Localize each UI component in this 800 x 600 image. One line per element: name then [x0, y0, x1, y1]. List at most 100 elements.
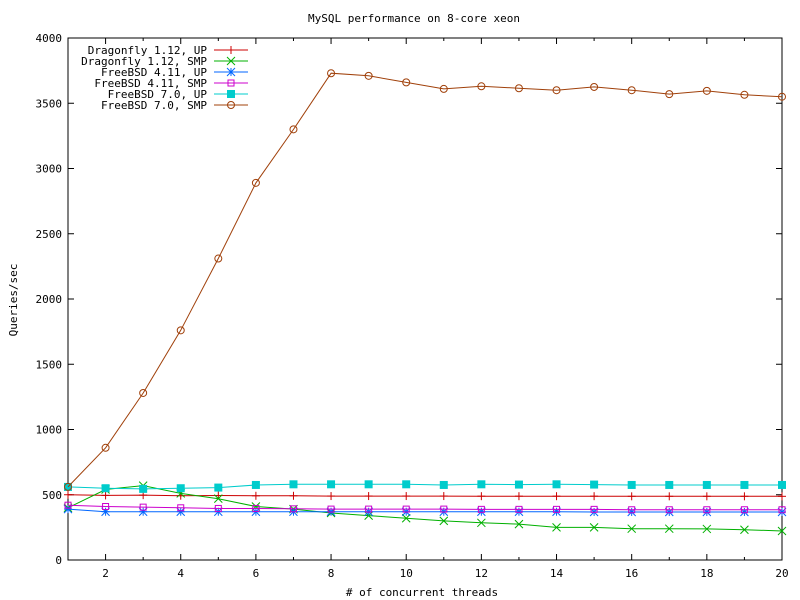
series-layer — [63, 69, 787, 536]
data-point — [514, 492, 523, 501]
legend-swatch-marker — [226, 56, 236, 66]
data-point — [402, 78, 411, 87]
data-point — [627, 524, 637, 534]
data-point — [740, 90, 749, 99]
data-point — [214, 483, 223, 492]
data-point — [251, 178, 260, 187]
data-point — [590, 492, 599, 501]
data-point — [214, 504, 222, 512]
data-point — [364, 71, 373, 80]
legend-swatch-marker — [227, 46, 235, 54]
data-point — [439, 480, 448, 489]
x-tick-label: 14 — [550, 567, 564, 580]
data-point — [589, 523, 599, 532]
data-point — [439, 516, 449, 526]
data-point — [740, 506, 748, 514]
data-point — [402, 492, 411, 501]
data-point — [64, 482, 72, 491]
y-tick-label: 4000 — [36, 32, 63, 45]
data-point — [515, 505, 523, 513]
data-point — [402, 480, 411, 489]
y-tick-label: 2500 — [36, 228, 63, 241]
data-point — [214, 254, 223, 263]
data-point — [552, 523, 561, 532]
data-point — [364, 480, 373, 489]
legend-label: FreeBSD 4.11, SMP — [94, 77, 207, 90]
y-tick-label: 3500 — [36, 97, 63, 110]
legend-swatch-marker — [227, 90, 235, 98]
series-line — [67, 483, 782, 490]
data-point — [740, 480, 749, 489]
data-point — [702, 86, 711, 95]
y-tick-label: 0 — [55, 554, 62, 567]
data-point — [552, 480, 561, 489]
x-tick-label: 8 — [328, 567, 335, 580]
data-point — [665, 90, 674, 99]
legend-label: FreeBSD 7.0, UP — [108, 88, 208, 101]
data-point — [364, 492, 373, 501]
data-point — [702, 524, 712, 534]
series-line — [67, 504, 782, 511]
data-point — [402, 505, 410, 513]
data-point — [477, 505, 485, 513]
data-point — [102, 502, 110, 510]
legend-swatch-marker — [226, 67, 236, 77]
data-point — [139, 484, 148, 493]
series-3 — [63, 504, 787, 517]
data-point — [401, 513, 411, 523]
data-point — [740, 492, 749, 501]
x-tick-label: 2 — [102, 567, 109, 580]
data-point — [477, 518, 486, 528]
data-point — [628, 506, 636, 514]
series-line — [67, 494, 782, 497]
data-point — [702, 480, 711, 489]
data-point — [289, 125, 298, 134]
data-point — [552, 492, 561, 501]
x-tick-label: 10 — [400, 567, 413, 580]
data-point — [514, 84, 523, 93]
data-point — [177, 504, 185, 512]
data-point — [552, 86, 561, 95]
x-tick-label: 20 — [775, 567, 788, 580]
data-point — [740, 525, 749, 535]
x-tick-label: 4 — [177, 567, 184, 580]
data-point — [101, 443, 110, 452]
data-point — [777, 526, 787, 536]
data-point — [327, 505, 335, 513]
legend-label: Dragonfly 1.12, UP — [88, 44, 208, 57]
x-tick-label: 6 — [253, 567, 260, 580]
y-tick-label: 2000 — [36, 293, 63, 306]
data-point — [778, 480, 786, 489]
data-point — [553, 505, 561, 513]
series-4 — [64, 501, 786, 514]
data-point — [139, 503, 147, 511]
data-point — [251, 491, 260, 500]
data-point — [101, 491, 110, 500]
data-point — [627, 492, 636, 501]
data-point — [289, 491, 298, 500]
data-point — [778, 492, 786, 501]
data-point — [514, 519, 524, 529]
data-point — [702, 492, 711, 501]
series-6 — [64, 69, 786, 491]
legend-label: FreeBSD 7.0, SMP — [101, 99, 207, 112]
data-point — [477, 480, 486, 489]
data-point — [590, 480, 599, 489]
data-point — [289, 505, 297, 513]
y-tick-label: 1500 — [36, 358, 63, 371]
legend-label: Dragonfly 1.12, SMP — [81, 55, 207, 68]
x-tick-label: 18 — [700, 567, 713, 580]
data-point — [627, 480, 636, 489]
data-point — [252, 504, 260, 512]
x-axis-label: # of concurrent threads — [346, 586, 498, 599]
data-point — [590, 505, 598, 513]
series-5 — [64, 480, 786, 493]
plot-frame — [67, 37, 783, 561]
data-point — [213, 494, 223, 504]
x-tick-label: 12 — [475, 567, 488, 580]
data-point — [514, 480, 523, 489]
data-point — [139, 388, 148, 397]
data-point — [289, 480, 298, 489]
